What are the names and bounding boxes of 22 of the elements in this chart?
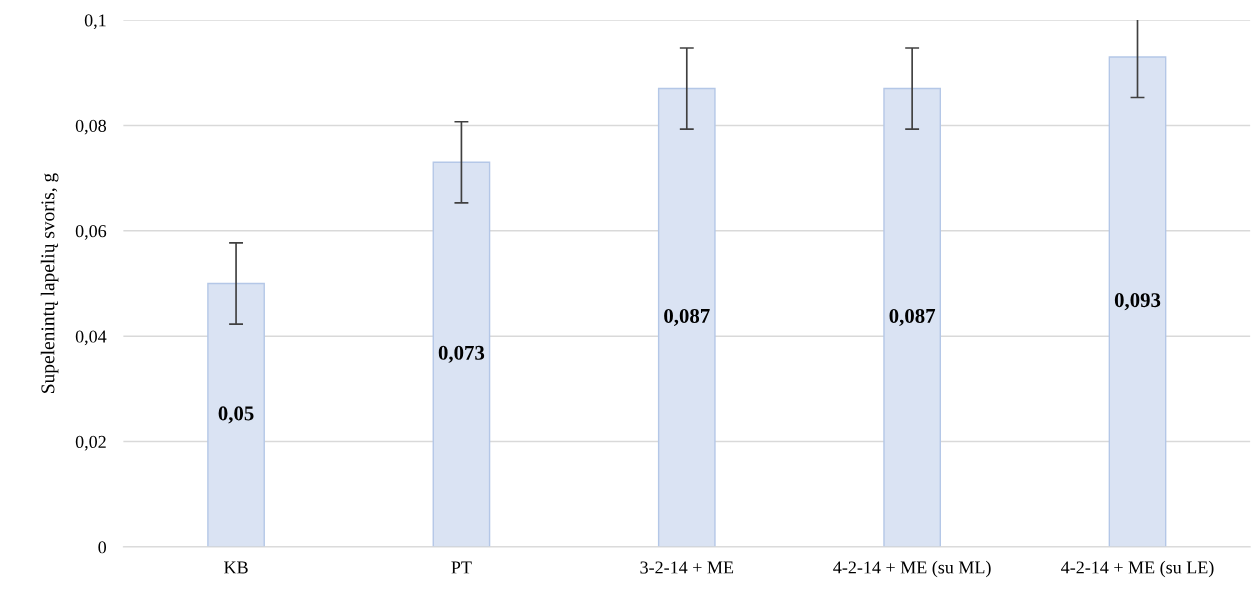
bar (883, 87, 942, 547)
x-tick-label: KB (224, 561, 248, 574)
data-label: 0,073 (438, 345, 485, 363)
data-label: 0,087 (889, 308, 936, 326)
bar (432, 161, 491, 547)
bar (207, 282, 265, 547)
x-tick-label: 4-2-14 + ME (su LE) (1061, 560, 1214, 578)
y-axis-title: Supelenintų lapelių svoris, g (40, 173, 59, 393)
bar (1108, 56, 1167, 547)
y-tick-label: 0,08 (75, 119, 107, 135)
y-tick-label: 0,1 (84, 14, 106, 30)
bar (657, 87, 716, 547)
x-tick-label: PT (451, 561, 472, 574)
y-tick-label: 0,02 (75, 435, 106, 451)
y-tick-label: 0,06 (75, 225, 107, 240)
y-tick-label: 0,04 (75, 330, 107, 346)
y-tick-label: 0 (98, 541, 107, 554)
data-label: 0,087 (664, 308, 710, 326)
x-tick-label: 4-2-14 + ME (su ML) (833, 560, 991, 578)
data-label: 0,093 (1114, 293, 1161, 311)
data-label: 0,05 (218, 406, 254, 424)
x-tick-label: 3-2-14 + ME (640, 561, 734, 574)
